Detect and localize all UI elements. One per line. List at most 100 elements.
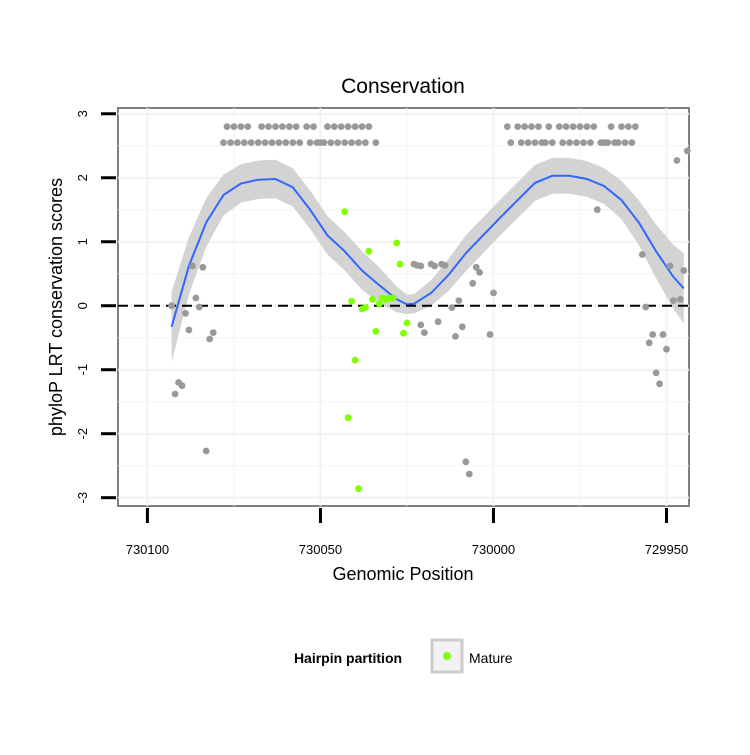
data-point: [230, 123, 238, 130]
data-point: [279, 123, 286, 130]
y-tick-label: -1: [75, 364, 90, 376]
data-point-mature: [344, 414, 352, 422]
data-point: [168, 302, 176, 310]
data-point: [514, 123, 522, 130]
data-point: [524, 139, 532, 147]
data-point: [656, 380, 663, 388]
x-tick-label: 729950: [645, 542, 688, 557]
data-point-mature: [355, 485, 362, 493]
data-point: [632, 123, 639, 130]
data-point-mature: [372, 327, 380, 335]
data-point: [573, 139, 580, 147]
data-point: [645, 339, 653, 347]
data-point: [202, 447, 210, 455]
y-axis-label: phyloP LRT conservation scores: [46, 178, 66, 436]
data-point: [535, 123, 542, 130]
data-point: [638, 251, 646, 258]
data-points: [168, 123, 691, 493]
data-point: [272, 123, 279, 130]
data-point: [683, 147, 691, 155]
data-point: [306, 139, 314, 147]
data-point-mature: [375, 300, 383, 308]
data-point: [676, 295, 684, 303]
data-point: [528, 123, 535, 130]
data-point: [344, 123, 352, 130]
data-point: [562, 123, 570, 130]
data-point-mature: [369, 295, 376, 303]
data-point: [441, 262, 449, 269]
data-point: [195, 303, 203, 311]
axes: 730100 730050 730000 729950 -3 -2 -1 0 1 2 3: [75, 110, 688, 557]
data-point: [171, 390, 179, 398]
x-tick-label: 730000: [472, 542, 515, 557]
data-point: [434, 318, 442, 326]
legend-point-mature: [443, 652, 451, 660]
data-point: [185, 326, 193, 334]
data-point: [455, 297, 463, 304]
data-point: [452, 333, 459, 340]
data-point: [587, 139, 594, 147]
data-point: [341, 139, 349, 147]
data-point-mature: [365, 247, 373, 255]
data-point: [476, 269, 483, 276]
x-axis-label: Genomic Position: [332, 564, 473, 584]
data-point: [580, 139, 587, 147]
data-point: [192, 294, 200, 302]
y-tick-label: -3: [75, 492, 90, 504]
data-point: [621, 139, 629, 147]
data-point: [531, 139, 539, 147]
data-point: [583, 123, 591, 130]
data-point: [628, 139, 636, 147]
data-point: [590, 123, 598, 130]
chart-title: Conservation: [341, 75, 465, 98]
data-point: [292, 123, 300, 130]
data-point: [358, 123, 366, 130]
data-point: [355, 139, 362, 147]
data-point: [417, 262, 425, 270]
data-point: [303, 123, 310, 130]
data-point-mature: [362, 304, 369, 311]
x-tick-label: 730100: [126, 542, 169, 557]
data-point: [618, 123, 625, 130]
data-point: [545, 123, 553, 130]
legend: Hairpin partition Mature: [294, 638, 513, 674]
data-point: [320, 139, 328, 147]
data-point-mature: [389, 294, 397, 302]
data-point: [237, 123, 245, 130]
data-point: [670, 297, 677, 304]
data-point: [576, 123, 584, 130]
data-point: [244, 123, 252, 130]
data-point: [666, 262, 674, 270]
data-point: [652, 369, 660, 377]
data-point: [555, 123, 563, 130]
data-point: [673, 157, 681, 164]
data-point: [362, 139, 369, 147]
data-point-mature: [400, 329, 407, 337]
data-point: [189, 262, 196, 270]
y-tick-label: 0: [75, 302, 90, 309]
data-point: [178, 382, 186, 390]
legend-title: Hairpin partition: [294, 650, 402, 666]
data-point: [625, 123, 632, 130]
data-point: [209, 329, 217, 336]
data-point: [275, 139, 283, 147]
data-point: [607, 123, 615, 130]
data-point: [680, 267, 688, 274]
data-point: [348, 139, 355, 147]
data-point: [199, 263, 207, 271]
confidence-band: [171, 157, 684, 362]
data-point: [465, 470, 473, 478]
data-point: [337, 123, 345, 130]
data-point: [324, 123, 331, 130]
y-tick-label: 2: [75, 174, 90, 181]
data-point: [517, 139, 525, 147]
data-point: [469, 279, 477, 287]
data-point: [420, 329, 428, 336]
data-point: [559, 139, 567, 147]
data-point: [289, 139, 297, 147]
data-point: [268, 139, 276, 147]
data-point: [569, 123, 577, 130]
data-point: [663, 345, 670, 353]
data-point: [258, 123, 265, 130]
